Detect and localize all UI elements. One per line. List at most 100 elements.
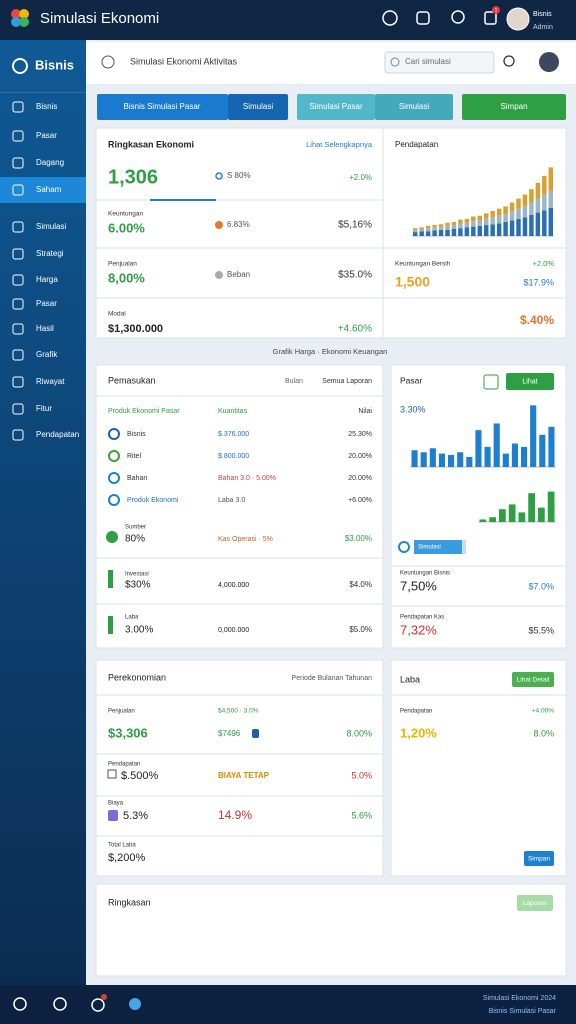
button-label[interactable]: Simpan bbox=[528, 856, 550, 863]
tab[interactable] bbox=[97, 94, 228, 120]
button-label[interactable]: Laporan bbox=[523, 900, 547, 907]
filter[interactable]: Semua Laporan bbox=[322, 378, 372, 385]
nav-icon bbox=[12, 221, 24, 233]
tab[interactable] bbox=[375, 94, 453, 120]
avatar[interactable] bbox=[539, 52, 559, 72]
nav-icon bbox=[12, 130, 24, 142]
top-bar bbox=[0, 0, 576, 40]
user-name: Bisnis bbox=[533, 11, 552, 18]
bar bbox=[477, 220, 482, 226]
tab-label[interactable]: Simpan bbox=[500, 102, 527, 111]
cell: 25.30% bbox=[348, 431, 372, 438]
settings-icon[interactable] bbox=[91, 998, 105, 1012]
tab[interactable] bbox=[297, 94, 375, 120]
bar bbox=[522, 206, 528, 218]
nav-item[interactable]: Bisnis bbox=[36, 102, 57, 111]
row-mid: BIAYA TETAP bbox=[218, 771, 270, 780]
row-value: 1,20% bbox=[400, 725, 437, 740]
bar bbox=[464, 218, 470, 223]
tab-label[interactable]: Simulasi bbox=[243, 102, 273, 111]
column-header: Nilai bbox=[358, 408, 372, 415]
search-icon[interactable] bbox=[503, 55, 515, 67]
logo bbox=[11, 9, 21, 19]
row-mid: Kas Operasi · 5% bbox=[218, 536, 273, 543]
bar bbox=[438, 226, 444, 230]
apps-icon[interactable] bbox=[416, 11, 430, 25]
nav-icon bbox=[12, 403, 24, 415]
footer-text: Bisnis Simulasi Pasar bbox=[489, 1008, 557, 1015]
row-value: $,200% bbox=[108, 852, 146, 864]
change: $17.9% bbox=[523, 277, 554, 287]
row-icon bbox=[108, 472, 120, 484]
nav-item[interactable]: Strategi bbox=[36, 249, 64, 258]
icon bbox=[108, 616, 113, 634]
nav-item[interactable]: Dagang bbox=[36, 158, 64, 167]
filter[interactable]: Periode Bulanan Tahunan bbox=[292, 675, 373, 682]
bell-icon[interactable] bbox=[53, 997, 67, 1011]
change: +4.60% bbox=[338, 324, 372, 335]
nav-item[interactable]: Fitur bbox=[36, 404, 52, 413]
checkbox[interactable] bbox=[107, 769, 117, 779]
nav-item[interactable]: Riwayat bbox=[36, 377, 65, 386]
bar bbox=[502, 453, 509, 467]
tab[interactable] bbox=[462, 94, 566, 120]
profile-icon[interactable] bbox=[129, 998, 141, 1010]
tab[interactable] bbox=[228, 94, 288, 120]
nav-item[interactable]: Hasil bbox=[36, 324, 54, 333]
info-icon[interactable] bbox=[101, 55, 115, 69]
tab-label[interactable]: Simulasi bbox=[399, 102, 429, 111]
filter[interactable]: Bulan bbox=[285, 378, 303, 385]
tab-label[interactable]: Bisnis Simulasi Pasar bbox=[124, 102, 201, 111]
link[interactable]: Lihat Selengkapnya bbox=[306, 140, 373, 149]
card-title: Pasar bbox=[400, 375, 422, 385]
bar bbox=[477, 215, 482, 221]
nav-item[interactable]: Saham bbox=[36, 185, 62, 194]
bar bbox=[542, 210, 547, 236]
logo bbox=[11, 17, 21, 27]
button-label[interactable]: Lihat Detail bbox=[517, 677, 550, 684]
row-value: $.500% bbox=[121, 770, 159, 782]
bar bbox=[522, 217, 528, 236]
info-icon[interactable] bbox=[451, 10, 465, 24]
nav-item[interactable]: Simulasi bbox=[36, 222, 66, 231]
search-placeholder[interactable]: Cari simulasi bbox=[405, 57, 451, 66]
button[interactable] bbox=[483, 374, 499, 390]
badge-dot bbox=[215, 172, 223, 180]
bar bbox=[475, 430, 482, 467]
search-icon[interactable] bbox=[382, 10, 398, 26]
nav-item[interactable]: Pendapatan bbox=[36, 430, 79, 439]
cell: Bahan bbox=[127, 475, 147, 482]
button[interactable] bbox=[506, 373, 554, 390]
underline bbox=[150, 199, 216, 201]
bar bbox=[471, 226, 476, 236]
button[interactable] bbox=[512, 672, 554, 687]
bar bbox=[490, 211, 495, 218]
tab-label[interactable]: Simulasi Pasar bbox=[309, 102, 363, 111]
nav-icon bbox=[12, 429, 24, 441]
nav-item[interactable]: Harga bbox=[36, 275, 58, 284]
nav-icon bbox=[12, 248, 24, 260]
change: +2.0% bbox=[533, 259, 555, 268]
avatar[interactable] bbox=[506, 7, 530, 31]
bar bbox=[477, 225, 482, 236]
bar bbox=[522, 194, 528, 207]
notification-dot bbox=[492, 6, 500, 14]
bar bbox=[432, 227, 437, 231]
row-value: 5.3% bbox=[123, 810, 148, 822]
row-label: Pendapatan bbox=[400, 709, 432, 715]
button[interactable] bbox=[524, 851, 554, 866]
button[interactable] bbox=[517, 895, 553, 911]
nav-item[interactable]: Grafik bbox=[36, 350, 58, 359]
search-box[interactable] bbox=[384, 51, 495, 74]
bar bbox=[511, 443, 518, 467]
notification-icon[interactable] bbox=[484, 11, 497, 25]
bar bbox=[503, 221, 508, 236]
button-label[interactable]: Lihat bbox=[522, 378, 537, 385]
bar bbox=[471, 221, 476, 227]
cell: Bahan 3.0 · 5.00% bbox=[218, 475, 276, 482]
nav-icon bbox=[12, 157, 24, 169]
nav-item[interactable]: Pasar bbox=[36, 131, 57, 140]
home-icon[interactable] bbox=[13, 997, 27, 1011]
nav-item[interactable]: Pasar bbox=[36, 299, 57, 308]
